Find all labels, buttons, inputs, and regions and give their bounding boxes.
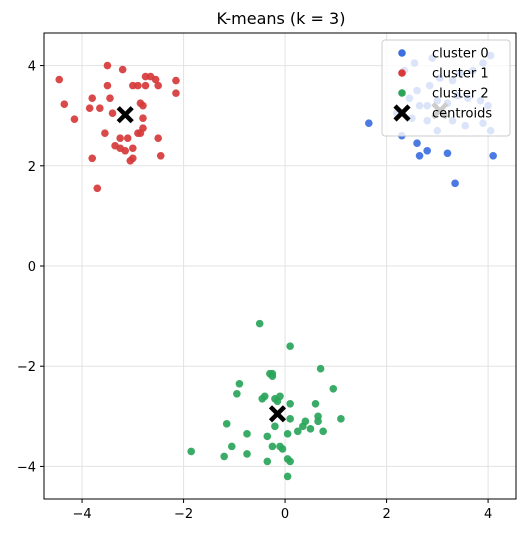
data-point xyxy=(415,151,424,160)
data-point xyxy=(283,472,292,481)
data-point xyxy=(260,392,269,401)
data-point xyxy=(268,442,277,451)
legend-label: cluster 1 xyxy=(432,67,489,82)
data-point xyxy=(134,81,142,90)
y-tick-label: 2 xyxy=(28,160,36,175)
data-point xyxy=(286,457,294,466)
data-point xyxy=(319,427,327,436)
legend: cluster 0 cluster 1 cluster 2 centroids xyxy=(381,39,511,137)
data-point xyxy=(85,104,94,112)
data-point xyxy=(101,129,109,138)
data-point xyxy=(314,412,322,421)
data-point xyxy=(329,384,338,393)
centroid-stroke xyxy=(268,405,287,423)
data-point xyxy=(70,115,79,123)
data-point xyxy=(129,144,137,153)
data-point xyxy=(118,65,127,74)
data-point xyxy=(316,364,325,373)
data-point xyxy=(337,415,345,423)
data-point xyxy=(108,109,117,117)
data-point xyxy=(235,379,244,388)
data-point xyxy=(278,445,287,453)
data-point xyxy=(365,119,373,127)
legend-marker xyxy=(398,49,406,57)
data-point xyxy=(103,61,112,70)
data-point xyxy=(243,450,251,458)
data-point xyxy=(255,319,264,328)
data-point xyxy=(220,452,228,461)
data-point xyxy=(286,415,294,423)
data-point xyxy=(116,134,124,143)
legend-marker xyxy=(393,104,411,122)
data-point xyxy=(106,94,114,102)
data-point xyxy=(88,94,97,102)
data-point xyxy=(413,139,421,148)
data-point xyxy=(139,101,147,110)
chart-title: K-means (k = 3) xyxy=(217,9,346,28)
data-point xyxy=(136,129,145,138)
data-point xyxy=(154,134,162,143)
data-point xyxy=(286,399,294,408)
data-point xyxy=(154,81,162,90)
data-point xyxy=(187,447,195,456)
x-tick-label: 0 xyxy=(281,507,289,522)
data-point xyxy=(423,146,431,155)
data-point xyxy=(156,151,165,160)
data-point xyxy=(60,100,69,108)
centroid-stroke xyxy=(116,106,134,124)
data-point xyxy=(227,442,236,451)
data-point xyxy=(172,76,180,85)
data-point xyxy=(286,342,294,350)
data-point xyxy=(233,389,241,398)
data-point xyxy=(151,75,160,84)
y-tick-label: −4 xyxy=(17,460,36,475)
data-point xyxy=(103,81,112,90)
x-tick-label: −2 xyxy=(174,507,193,522)
data-point xyxy=(55,75,64,84)
data-point xyxy=(271,422,279,431)
data-point xyxy=(139,114,147,122)
data-point xyxy=(96,104,104,112)
legend-label: cluster 0 xyxy=(432,47,489,62)
centroid-marker xyxy=(116,106,134,124)
y-tick-label: −2 xyxy=(17,360,36,375)
data-point xyxy=(311,399,320,408)
x-tick-label: 4 xyxy=(484,507,492,522)
legend-box xyxy=(381,39,511,137)
legend-marker xyxy=(398,89,406,97)
data-point xyxy=(301,417,310,426)
data-point xyxy=(121,146,130,155)
data-point xyxy=(129,154,137,163)
data-point xyxy=(263,457,272,466)
data-point xyxy=(263,432,272,441)
data-point xyxy=(88,154,97,163)
data-point xyxy=(222,420,231,428)
x-tick-label: 2 xyxy=(382,507,390,522)
data-point xyxy=(283,430,292,438)
centroid-marker xyxy=(268,405,287,423)
legend-label: cluster 2 xyxy=(432,87,489,102)
data-point xyxy=(93,184,102,193)
data-point xyxy=(172,89,180,97)
data-point xyxy=(276,392,284,401)
data-point xyxy=(123,134,132,143)
data-point xyxy=(451,179,459,188)
data-point xyxy=(141,81,150,90)
legend-marker xyxy=(398,69,406,77)
legend-label: centroids xyxy=(432,107,492,122)
x-tick-label: −4 xyxy=(72,507,91,522)
data-point xyxy=(293,427,302,436)
y-tick-label: 4 xyxy=(28,60,36,75)
data-point xyxy=(306,425,315,433)
y-tick-label: 0 xyxy=(28,260,36,275)
data-point xyxy=(243,430,251,438)
axes: −4 −2 0 2 4 −4 −2 0 2 4 xyxy=(17,60,492,522)
data-point xyxy=(443,149,452,158)
data-point xyxy=(268,369,277,378)
data-point xyxy=(489,151,497,160)
